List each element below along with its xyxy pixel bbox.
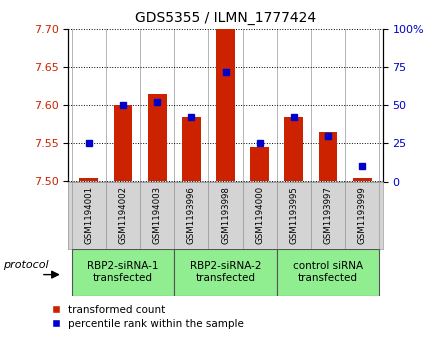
Text: control siRNA
transfected: control siRNA transfected xyxy=(293,261,363,283)
Bar xyxy=(140,182,174,249)
Bar xyxy=(285,117,303,182)
Text: GSM1193996: GSM1193996 xyxy=(187,186,196,244)
Text: protocol: protocol xyxy=(4,260,49,270)
Text: GSM1194000: GSM1194000 xyxy=(255,186,264,244)
Bar xyxy=(345,182,379,249)
Bar xyxy=(79,178,98,182)
Text: GSM1193998: GSM1193998 xyxy=(221,186,230,244)
Bar xyxy=(72,182,106,249)
Bar xyxy=(174,182,209,249)
Bar xyxy=(106,182,140,249)
Text: RBP2-siRNA-1
transfected: RBP2-siRNA-1 transfected xyxy=(87,261,159,283)
Legend: transformed count, percentile rank within the sample: transformed count, percentile rank withi… xyxy=(51,305,244,329)
Text: GSM1193995: GSM1193995 xyxy=(290,186,298,244)
Bar xyxy=(311,182,345,249)
Bar xyxy=(209,182,242,249)
Text: RBP2-siRNA-2
transfected: RBP2-siRNA-2 transfected xyxy=(190,261,261,283)
Text: GSM1193997: GSM1193997 xyxy=(323,186,333,244)
Bar xyxy=(114,105,132,182)
Bar xyxy=(148,94,166,182)
Bar xyxy=(182,117,201,182)
Text: GSM1193999: GSM1193999 xyxy=(358,186,367,244)
Bar xyxy=(277,182,311,249)
Bar xyxy=(242,182,277,249)
Bar xyxy=(72,249,174,296)
Bar xyxy=(353,178,372,182)
Bar xyxy=(174,249,277,296)
Bar xyxy=(216,29,235,182)
Text: GSM1194002: GSM1194002 xyxy=(118,186,128,244)
Bar xyxy=(250,147,269,182)
Bar xyxy=(277,249,379,296)
Title: GDS5355 / ILMN_1777424: GDS5355 / ILMN_1777424 xyxy=(135,11,316,25)
Text: GSM1194003: GSM1194003 xyxy=(153,186,161,244)
Bar xyxy=(319,132,337,182)
Text: GSM1194001: GSM1194001 xyxy=(84,186,93,244)
